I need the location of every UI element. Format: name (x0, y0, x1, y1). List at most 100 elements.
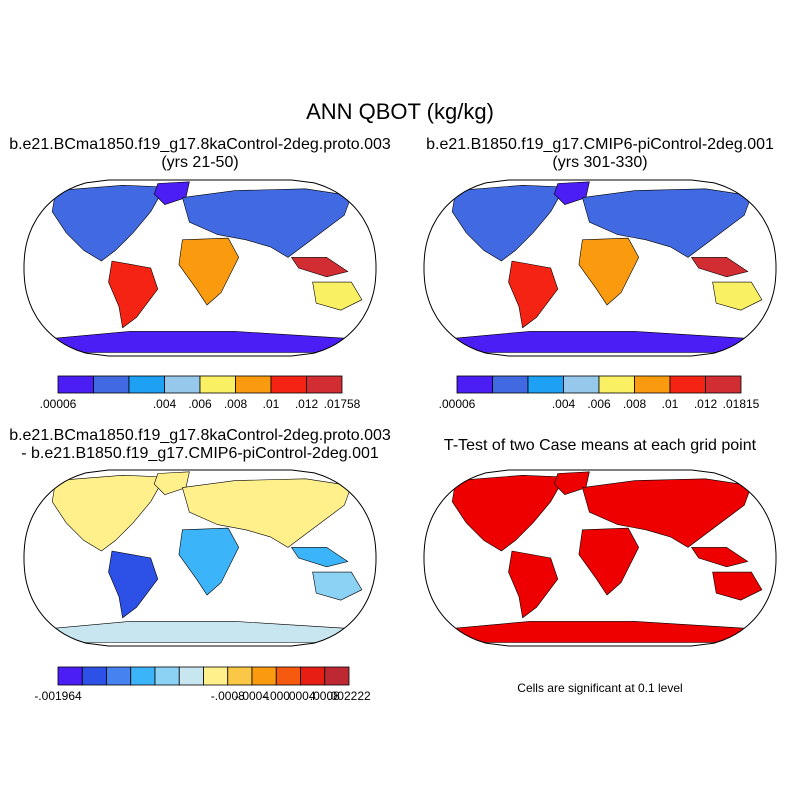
region-seAsia (290, 257, 349, 278)
panel-case2-title-line1: b.e21.B1850.f19_g17.CMIP6-piControl-2deg… (426, 136, 774, 153)
colorbar-label: .004 (153, 397, 177, 411)
colorbar-label: .0004 (285, 689, 315, 703)
panel-case2-title: b.e21.B1850.f19_g17.CMIP6-piControl-2deg… (400, 136, 800, 172)
colorbar-box (203, 666, 229, 686)
region-greenland (553, 181, 590, 205)
region-africa (578, 237, 640, 306)
colorbar-box (199, 375, 236, 394)
colorbar-label: -.001964 (34, 689, 82, 703)
region-africa (578, 527, 640, 596)
colorbar-label: .0008 (310, 689, 340, 703)
region-australia (712, 281, 763, 311)
region-seAsia (690, 547, 749, 568)
region-greenland (153, 471, 190, 495)
region-southAmerica (508, 260, 559, 329)
panel-case2-title-line2: (yrs 301-330) (552, 154, 648, 171)
colorbar-box (456, 375, 493, 394)
colorbar-box (563, 375, 600, 394)
colorbar-box (128, 375, 165, 394)
map-ttest (423, 469, 777, 647)
colorbar-box (93, 375, 130, 394)
region-antarctica (451, 331, 749, 353)
panel-case1-title: b.e21.BCma1850.f19_g17.8kaControl-2deg.p… (0, 136, 400, 172)
colorbar-box (81, 666, 107, 686)
colorbar-label: -.0008 (211, 689, 245, 703)
region-africa (178, 237, 240, 306)
colorbar-case1: .00006 .004 .006 .008 .01 .012 .01758 (40, 375, 361, 411)
colorbar-box (705, 375, 742, 394)
colorbar-case2: .00006 .004 .006 .008 .01 .012 .01815 (439, 375, 760, 411)
colorbar-box (300, 666, 326, 686)
colorbar-label: .01 (662, 397, 679, 411)
region-greenland (553, 471, 590, 495)
colorbar-label: .006 (188, 397, 212, 411)
colorbar-box (57, 375, 94, 394)
colorbar-label: .01815 (723, 397, 760, 411)
panel-diff-title-line2: - b.e21.B1850.f19_g17.CMIP6-piControl-2d… (21, 445, 379, 462)
panel-case1-title-line1: b.e21.BCma1850.f19_g17.8kaControl-2deg.p… (9, 136, 391, 153)
map-diff (23, 469, 377, 647)
region-northAmerica (51, 184, 166, 262)
map-case2 (423, 179, 777, 357)
panel-diff-title: b.e21.BCma1850.f19_g17.8kaControl-2deg.p… (0, 427, 400, 463)
colorbar-label: .012 (694, 397, 718, 411)
region-africa (178, 527, 240, 596)
map-border (23, 469, 377, 647)
region-antarctica (451, 621, 749, 643)
region-eurasia (182, 478, 352, 548)
panel-diff-title-line1: b.e21.BCma1850.f19_g17.8kaControl-2deg.p… (9, 427, 391, 444)
colorbar-label: .008 (623, 397, 647, 411)
panel-ttest-note: Cells are significant at 0.1 level (517, 681, 683, 695)
region-australia (312, 571, 363, 601)
colorbar-label: .002222 (327, 689, 371, 703)
region-seAsia (690, 257, 749, 278)
region-northAmerica (451, 474, 566, 552)
colorbar-label: .008 (224, 397, 248, 411)
region-seAsia (290, 547, 349, 568)
region-eurasia (582, 478, 752, 548)
panel-case1-title-line2: (yrs 21-50) (161, 154, 239, 171)
colorbar-box (130, 666, 156, 686)
colorbar-label: .00006 (439, 397, 476, 411)
map-border (23, 179, 377, 357)
colorbar-label: .01758 (324, 397, 361, 411)
colorbar-box (275, 666, 301, 686)
colorbar-label: .012 (295, 397, 319, 411)
colorbar-label: .00006 (40, 397, 77, 411)
colorbar-box (492, 375, 529, 394)
region-antarctica (51, 331, 349, 353)
region-australia (712, 571, 763, 601)
region-northAmerica (51, 474, 166, 552)
region-southAmerica (108, 260, 159, 329)
colorbar-box (57, 666, 83, 686)
region-northAmerica (451, 184, 566, 262)
colorbar-box (164, 375, 201, 394)
colorbar-label: .006 (587, 397, 611, 411)
colorbar-box (270, 375, 307, 394)
colorbar-label: .01 (263, 397, 280, 411)
colorbar-box (251, 666, 277, 686)
colorbar-box (324, 666, 350, 686)
colorbar-label: .004 (552, 397, 576, 411)
colorbar-box (634, 375, 671, 394)
colorbar-box (235, 375, 272, 394)
region-australia (312, 281, 363, 311)
colorbar-box (154, 666, 180, 686)
region-eurasia (582, 188, 752, 258)
map-border (423, 469, 777, 647)
region-greenland (153, 181, 190, 205)
colorbar-box (106, 666, 132, 686)
map-border (423, 179, 777, 357)
region-southAmerica (108, 550, 159, 619)
colorbar-box (178, 666, 204, 686)
region-southAmerica (508, 550, 559, 619)
region-eurasia (182, 188, 352, 258)
colorbar-box (527, 375, 564, 394)
colorbar-diff: -.001964 -.0008-.0004-.000.0004.0008.0022… (34, 666, 371, 703)
colorbar-label: -.0004 (235, 689, 269, 703)
colorbar-box (669, 375, 706, 394)
colorbar-box (306, 375, 343, 394)
region-antarctica (51, 621, 349, 643)
